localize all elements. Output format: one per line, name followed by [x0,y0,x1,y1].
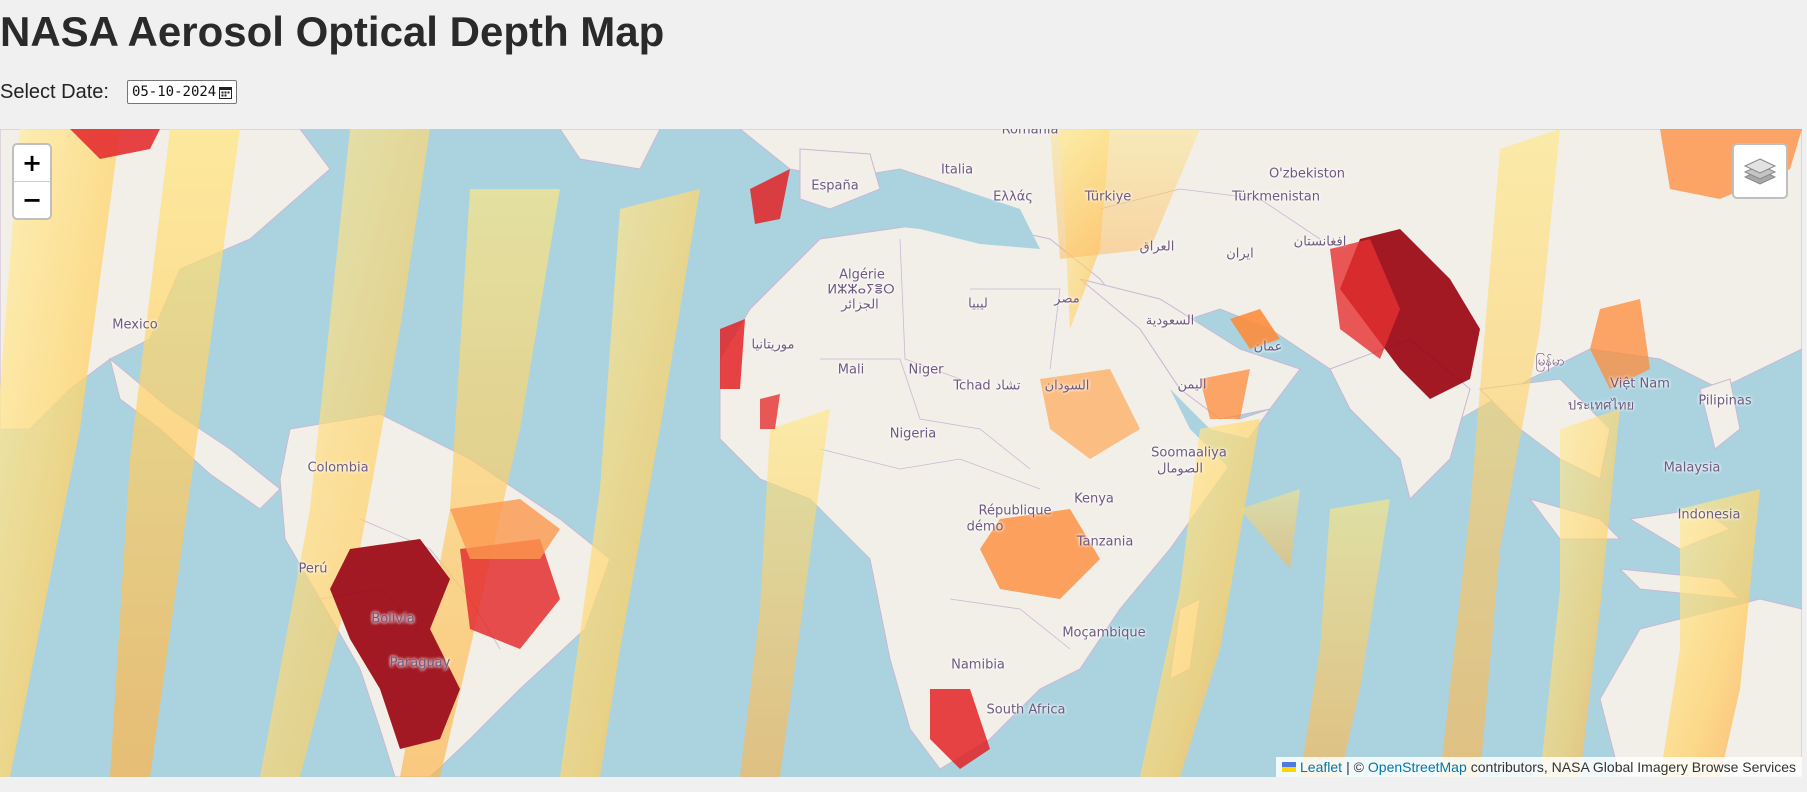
place-label: Kenya [1074,491,1114,507]
place-label: تشاد [995,378,1021,394]
place-label: Colombia [307,460,369,476]
place-label: démo [966,519,1004,535]
leaflet-link[interactable]: Leaflet [1300,759,1343,775]
zoom-control: + − [12,143,52,220]
place-label: Tchad [953,378,991,394]
date-label: Select Date: [0,80,109,103]
attribution-separator: | © [1346,759,1364,775]
layers-button[interactable] [1732,143,1788,199]
place-label: الجزائر [841,297,879,313]
place-label: السودان [1044,378,1090,394]
place-label: Tanzania [1076,534,1134,550]
place-label: Mexico [112,317,158,333]
place-label: Namibia [951,657,1005,673]
place-label: Bolivia [371,611,415,627]
place-label: Moçambique [1062,625,1146,641]
place-label: République [978,503,1052,519]
place-label: Italia [940,162,974,178]
place-label: العراق [1139,239,1175,255]
place-label: ⵍⵣⵣⴰⵢⴻⵔ [827,282,895,298]
place-label: Ελλάς [993,189,1033,205]
zoom-out-button[interactable]: − [14,181,50,218]
place-label: Perú [298,561,328,577]
ukraine-flag-icon [1282,762,1297,772]
openstreetmap-link[interactable]: OpenStreetMap [1367,759,1467,775]
place-label: Soomaaliya [1151,445,1227,461]
place-label: မြန်မာ [1535,354,1565,370]
place-label: Algérie [839,267,885,283]
date-input[interactable]: 05-10-2024 [126,80,238,104]
place-label: ليبيا [968,296,988,312]
place-label: Pilipinas [1698,393,1752,409]
map-tiles[interactable] [0,129,1802,777]
map-attribution: Leaflet | © OpenStreetMap contributors, … [1276,757,1802,777]
place-label: Việt Nam [1610,376,1670,392]
place-label: O'zbekiston [1268,166,1346,182]
calendar-icon[interactable] [219,86,233,99]
date-selector: Select Date: 05-10-2024 [0,78,238,106]
place-label: Romania [1001,129,1059,138]
place-label: Indonesia [1677,507,1741,523]
place-label: Malaysia [1663,460,1721,476]
page-title: NASA Aerosol Optical Depth Map [0,8,665,55]
aerosol-map[interactable]: Romania Italia España Ελλάς Türkiye O'zb… [0,129,1802,777]
place-label: Niger [908,362,944,378]
place-label: موريتانيا [751,337,795,353]
aerosol-layer [0,129,1802,777]
place-label: South Africa [986,702,1066,718]
place-label: Nigeria [889,426,937,442]
place-label: السعودية [1145,313,1195,329]
place-label: عمان [1253,339,1283,355]
place-label: Paraguay [389,655,451,671]
place-label: اليمن [1177,377,1207,393]
date-value: 05-10-2024 [131,84,217,100]
place-label: ประเทศไทย [1567,398,1635,414]
place-label: ایران [1226,246,1254,262]
place-label: Türkmenistan [1232,189,1320,205]
zoom-in-button[interactable]: + [21,149,43,177]
place-label: الصومال [1157,461,1203,477]
attribution-text: contributors, NASA Global Imagery Browse… [1470,759,1796,775]
place-label: مصر [1054,291,1080,307]
place-label: Türkiye [1084,189,1132,205]
layers-icon [1743,158,1777,185]
place-label: España [811,178,859,194]
place-label: Mali [837,362,865,378]
place-label: افغانستان [1293,234,1347,250]
